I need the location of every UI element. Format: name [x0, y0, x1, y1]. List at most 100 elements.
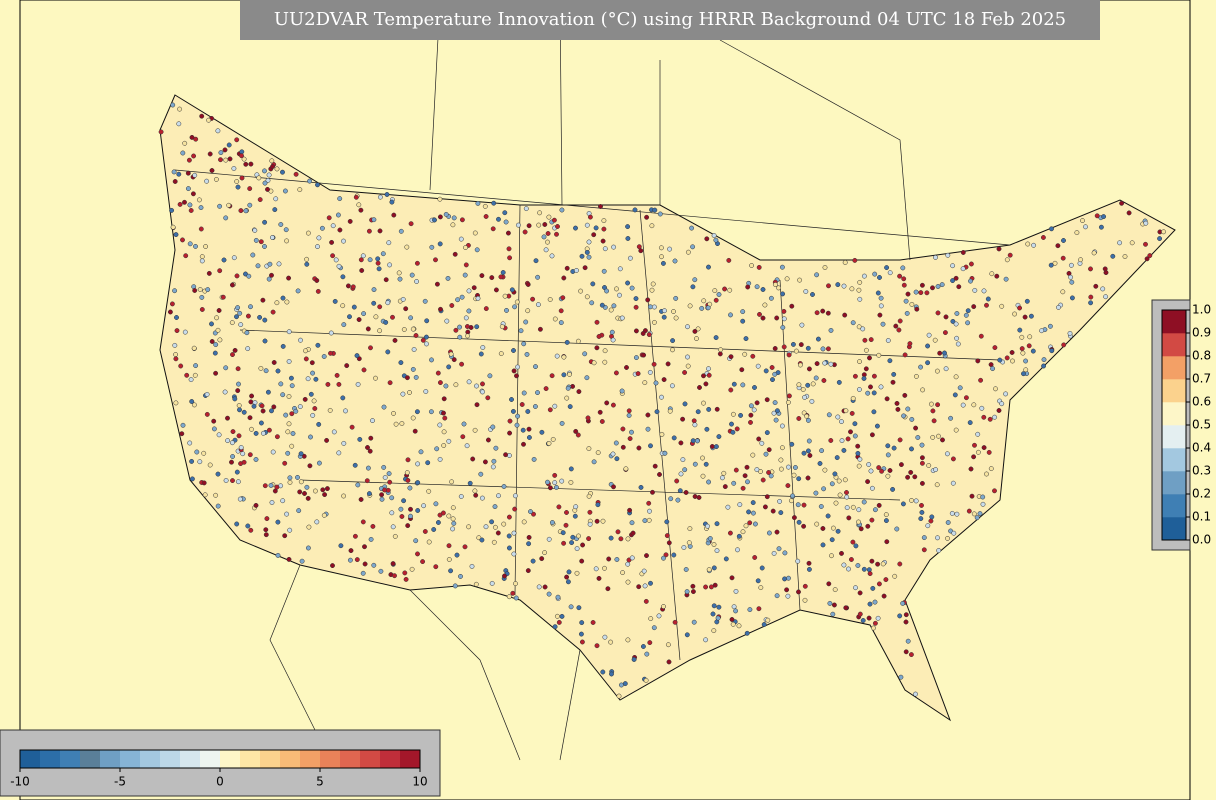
observation-dot — [389, 510, 395, 516]
observation-dot — [271, 404, 277, 410]
observation-dot — [918, 516, 924, 522]
observation-dot — [173, 232, 179, 238]
observation-dot — [511, 368, 517, 374]
observation-dot — [626, 413, 632, 418]
observation-dot — [573, 504, 579, 510]
observation-dot — [953, 427, 959, 433]
observation-dot — [1021, 371, 1026, 377]
observation-dot — [172, 342, 178, 348]
observation-dot — [278, 222, 284, 227]
observation-dot — [451, 520, 457, 526]
observation-dot — [213, 342, 219, 348]
observation-dot — [662, 450, 668, 456]
observation-dot — [661, 604, 666, 609]
observation-dot — [305, 495, 311, 501]
observation-dot — [856, 519, 861, 525]
observation-dot — [554, 231, 559, 237]
observation-dot — [614, 456, 620, 462]
observation-dot — [479, 495, 485, 501]
observation-dot — [573, 428, 579, 434]
observation-dot — [448, 568, 454, 574]
observation-dot — [244, 330, 250, 336]
observation-dot — [341, 440, 347, 446]
observation-dot — [730, 621, 736, 627]
observation-dot — [348, 548, 354, 554]
observation-dot — [988, 362, 994, 368]
observation-dot — [351, 304, 357, 310]
observation-dot — [949, 510, 955, 516]
observation-dot — [790, 493, 796, 499]
observation-dot — [705, 523, 710, 529]
observation-dot — [875, 561, 881, 567]
observation-dot — [887, 358, 893, 364]
observation-dot — [641, 352, 647, 358]
observation-dot — [248, 399, 254, 405]
observation-dot — [398, 360, 404, 366]
observation-dot — [260, 297, 266, 303]
observation-dot — [725, 504, 731, 510]
observation-dot — [420, 337, 426, 343]
observation-dot — [293, 408, 299, 414]
observation-dot — [549, 253, 555, 259]
observation-dot — [763, 368, 769, 374]
observation-dot — [728, 387, 734, 393]
observation-dot — [629, 555, 635, 561]
observation-dot — [234, 179, 240, 184]
observation-dot — [502, 573, 507, 579]
observation-dot — [952, 392, 958, 398]
observation-dot — [234, 137, 240, 143]
observation-dot — [649, 287, 655, 293]
observation-dot — [647, 369, 653, 375]
observation-dot — [426, 539, 432, 545]
observation-dot — [204, 411, 210, 417]
observation-dot — [914, 306, 920, 312]
observation-dot — [579, 620, 585, 626]
observation-dot — [745, 284, 751, 290]
observation-dot — [692, 328, 698, 334]
observation-dot — [474, 247, 480, 253]
observation-dot — [928, 518, 934, 524]
observation-dot — [990, 366, 996, 372]
observation-dot — [269, 500, 275, 505]
observation-dot — [209, 168, 215, 173]
observation-dot — [506, 514, 512, 520]
observation-dot — [525, 409, 531, 414]
observation-dot — [546, 536, 552, 542]
observation-dot — [251, 403, 257, 409]
observation-dot — [661, 377, 667, 383]
observation-dot — [495, 530, 501, 536]
observation-dot — [521, 441, 526, 447]
observation-dot — [625, 236, 631, 241]
observation-dot — [547, 485, 553, 491]
observation-dot — [298, 451, 304, 457]
observation-dot — [668, 496, 674, 502]
observation-dot — [491, 200, 497, 206]
observation-dot — [600, 238, 606, 244]
observation-dot — [857, 590, 863, 596]
observation-dot — [967, 420, 973, 426]
observation-dot — [647, 304, 653, 310]
observation-dot — [512, 493, 518, 499]
observation-dot — [627, 436, 633, 442]
observation-dot — [857, 611, 863, 617]
observation-dot — [594, 345, 600, 351]
observation-dot — [400, 391, 406, 397]
observation-dot — [682, 401, 688, 407]
observation-dot — [950, 278, 956, 284]
observation-dot — [1069, 295, 1075, 301]
observation-dot — [191, 402, 197, 408]
observation-dot — [466, 524, 472, 530]
observation-dot — [373, 375, 378, 381]
observation-dot — [778, 510, 784, 516]
observation-dot — [467, 480, 473, 486]
observation-dot — [248, 161, 254, 167]
observation-dot — [238, 445, 244, 450]
observation-dot — [957, 385, 963, 391]
observation-dot — [878, 384, 884, 390]
observation-dot — [704, 426, 710, 432]
observation-dot — [740, 485, 746, 491]
observation-dot — [265, 177, 271, 183]
observation-dot — [173, 400, 179, 406]
observation-dot — [956, 284, 962, 290]
observation-dot — [880, 321, 886, 327]
